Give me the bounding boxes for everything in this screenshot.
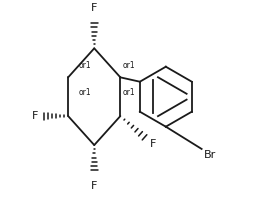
Text: F: F (91, 181, 97, 191)
Text: F: F (91, 3, 97, 12)
Text: F: F (32, 111, 38, 121)
Text: or1: or1 (79, 61, 91, 70)
Text: or1: or1 (122, 61, 135, 70)
Text: Br: Br (204, 150, 216, 160)
Text: or1: or1 (122, 88, 135, 97)
Text: or1: or1 (79, 88, 91, 97)
Text: F: F (150, 139, 157, 148)
